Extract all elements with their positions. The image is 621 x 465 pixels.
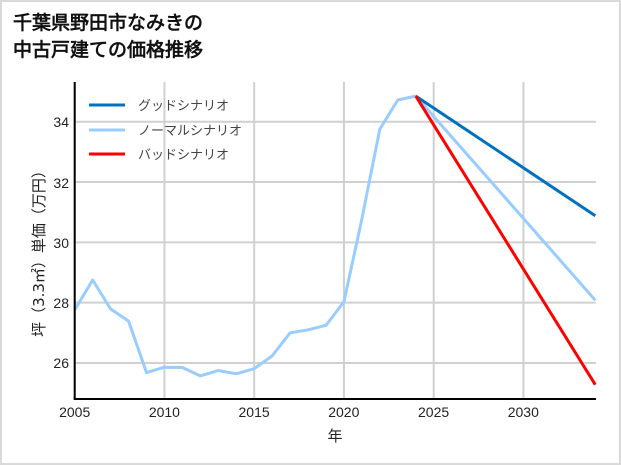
x-tick-labels: 2005 2010 2015 2020 2025 2030 bbox=[59, 404, 539, 420]
x-tick-label: 2020 bbox=[328, 404, 359, 420]
legend-item-good[interactable]: グッドシナリオ bbox=[89, 99, 229, 114]
x-tick-label: 2005 bbox=[59, 404, 90, 420]
data-series bbox=[73, 94, 597, 386]
legend-label-normal: ノーマルシナリオ bbox=[138, 124, 242, 139]
good-scenario-line bbox=[414, 94, 597, 218]
y-tick-label: 30 bbox=[53, 235, 69, 251]
y-axis-label: 坪（3.3㎡）単価（万円） bbox=[30, 163, 48, 337]
chart-title: 千葉県野田市なみきの 中古戸建ての価格推移 bbox=[13, 10, 203, 64]
y-tick-label: 26 bbox=[53, 355, 69, 371]
x-tick-label: 2025 bbox=[418, 404, 449, 420]
bad-scenario-line bbox=[414, 95, 597, 386]
x-tick-label: 2010 bbox=[149, 404, 180, 420]
chart-title-line-2: 中古戸建ての価格推移 bbox=[13, 39, 204, 61]
x-axis-label: 年 bbox=[327, 427, 342, 445]
y-tick-labels: 26 28 30 32 34 bbox=[53, 114, 69, 371]
legend-item-normal[interactable]: ノーマルシナリオ bbox=[89, 124, 242, 139]
x-tick-label: 2030 bbox=[508, 404, 539, 420]
grid-lines bbox=[73, 82, 596, 399]
y-tick-label: 32 bbox=[53, 175, 69, 191]
chart-title-line-1: 千葉県野田市なみきの bbox=[13, 12, 204, 34]
y-tick-label: 28 bbox=[53, 295, 69, 311]
y-tick-label: 34 bbox=[53, 114, 69, 130]
x-tick-label: 2015 bbox=[239, 404, 270, 420]
normal-scenario-line bbox=[73, 94, 597, 378]
legend-label-bad: バッドシナリオ bbox=[138, 148, 229, 163]
axes bbox=[73, 82, 596, 400]
legend-label-good: グッドシナリオ bbox=[138, 99, 229, 114]
legend-item-bad[interactable]: バッドシナリオ bbox=[89, 148, 229, 163]
legend: グッドシナリオ ノーマルシナリオ バッドシナリオ bbox=[89, 99, 242, 163]
